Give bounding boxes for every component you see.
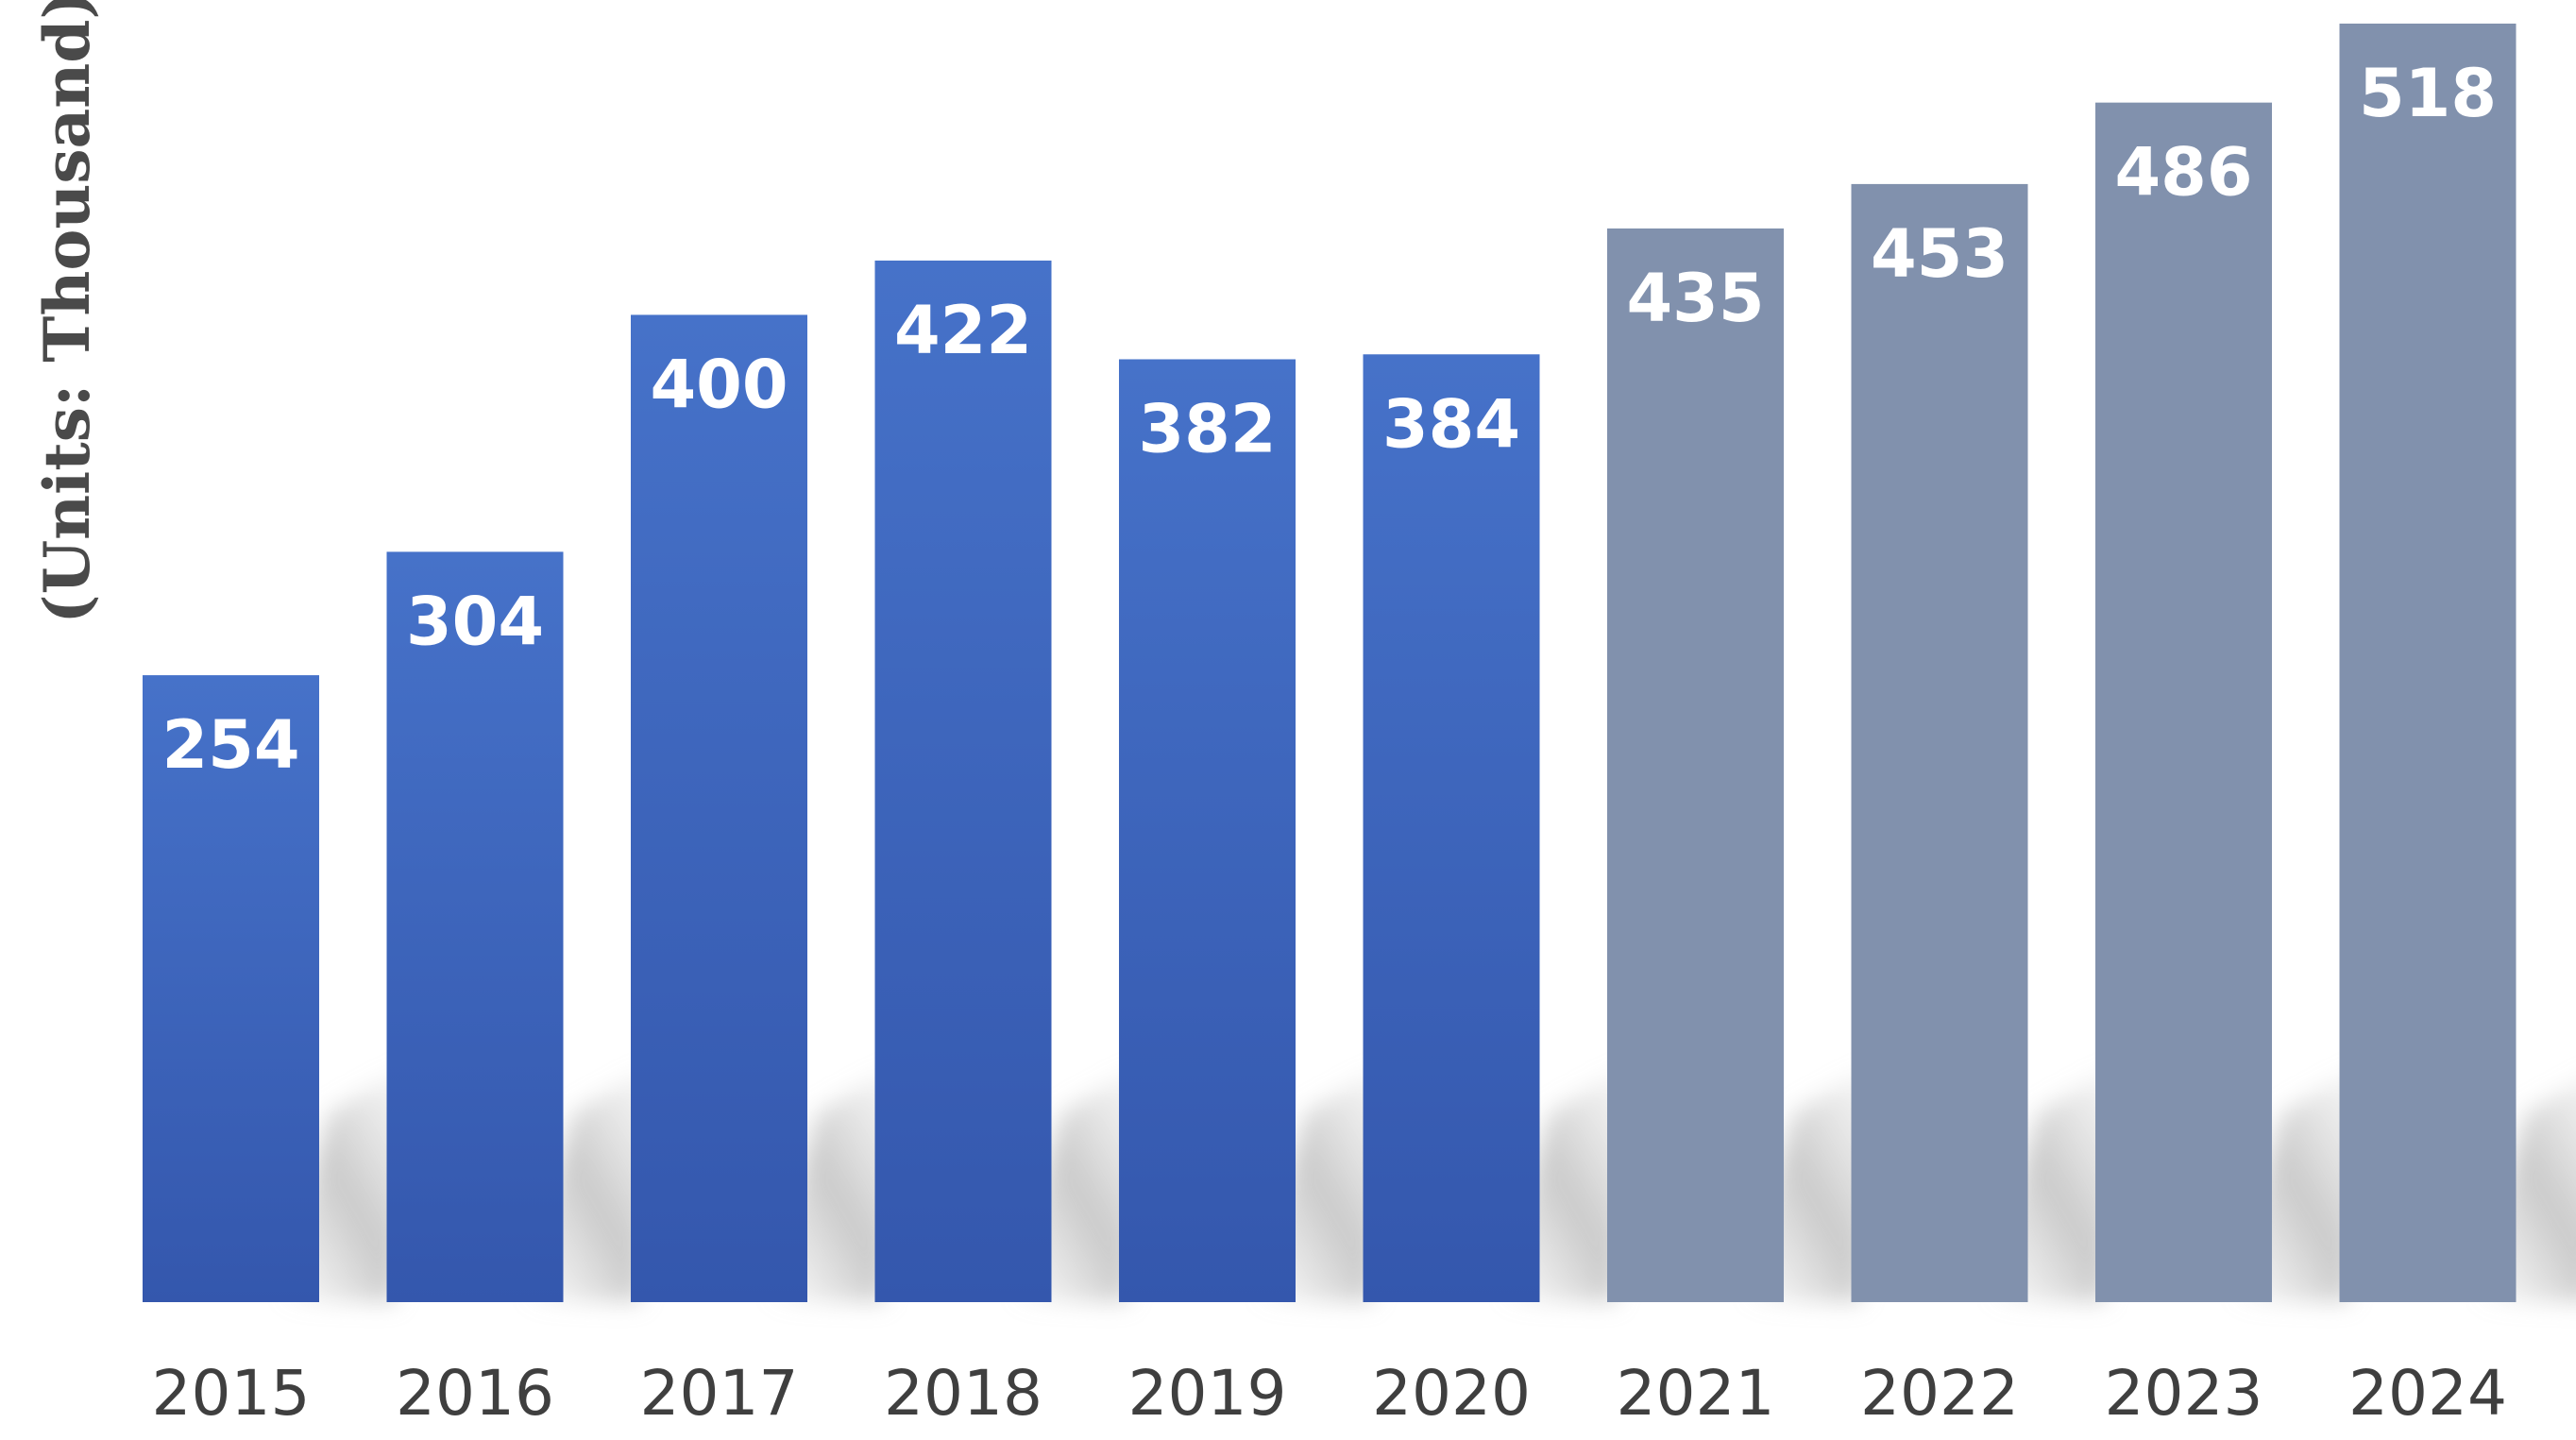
data-label-2015: 254 <box>161 706 299 784</box>
x-tick-2020: 2020 <box>1372 1357 1531 1430</box>
data-label-2019: 382 <box>1138 390 1276 467</box>
x-tick-2016: 2016 <box>396 1357 554 1430</box>
x-tick-2017: 2017 <box>640 1357 799 1430</box>
data-label-2021: 435 <box>1626 260 1764 337</box>
data-label-2022: 453 <box>1871 215 2008 293</box>
x-tick-2019: 2019 <box>1128 1357 1287 1430</box>
bar-2017 <box>631 314 807 1302</box>
x-tick-2023: 2023 <box>2105 1357 2263 1430</box>
bar-2019 <box>1119 359 1296 1302</box>
x-tick-2022: 2022 <box>1860 1357 2019 1430</box>
bar-2021 <box>1607 229 1784 1302</box>
bar-2018 <box>875 261 1052 1302</box>
x-tick-2024: 2024 <box>2348 1357 2507 1430</box>
x-axis-tick-labels: 2015 2016 2017 2018 2019 2020 2021 2022 2023 2024 <box>152 1357 2507 1430</box>
bar-2016 <box>387 551 564 1302</box>
data-label-2023: 486 <box>2114 134 2252 212</box>
x-tick-2021: 2021 <box>1617 1357 1775 1430</box>
data-label-2020: 384 <box>1382 385 1520 463</box>
x-tick-2015: 2015 <box>152 1357 311 1430</box>
data-label-2016: 304 <box>406 583 544 660</box>
bar-2024 <box>2340 24 2517 1302</box>
bar-2020 <box>1364 354 1540 1302</box>
bar-2023 <box>2095 103 2272 1302</box>
data-label-2017: 400 <box>650 346 788 423</box>
y-axis-label: (Units: Thousand) <box>30 0 104 624</box>
x-tick-2018: 2018 <box>884 1357 1042 1430</box>
data-label-2018: 422 <box>894 292 1032 369</box>
data-label-2024: 518 <box>2359 55 2497 132</box>
bar-2022 <box>1852 184 2028 1302</box>
